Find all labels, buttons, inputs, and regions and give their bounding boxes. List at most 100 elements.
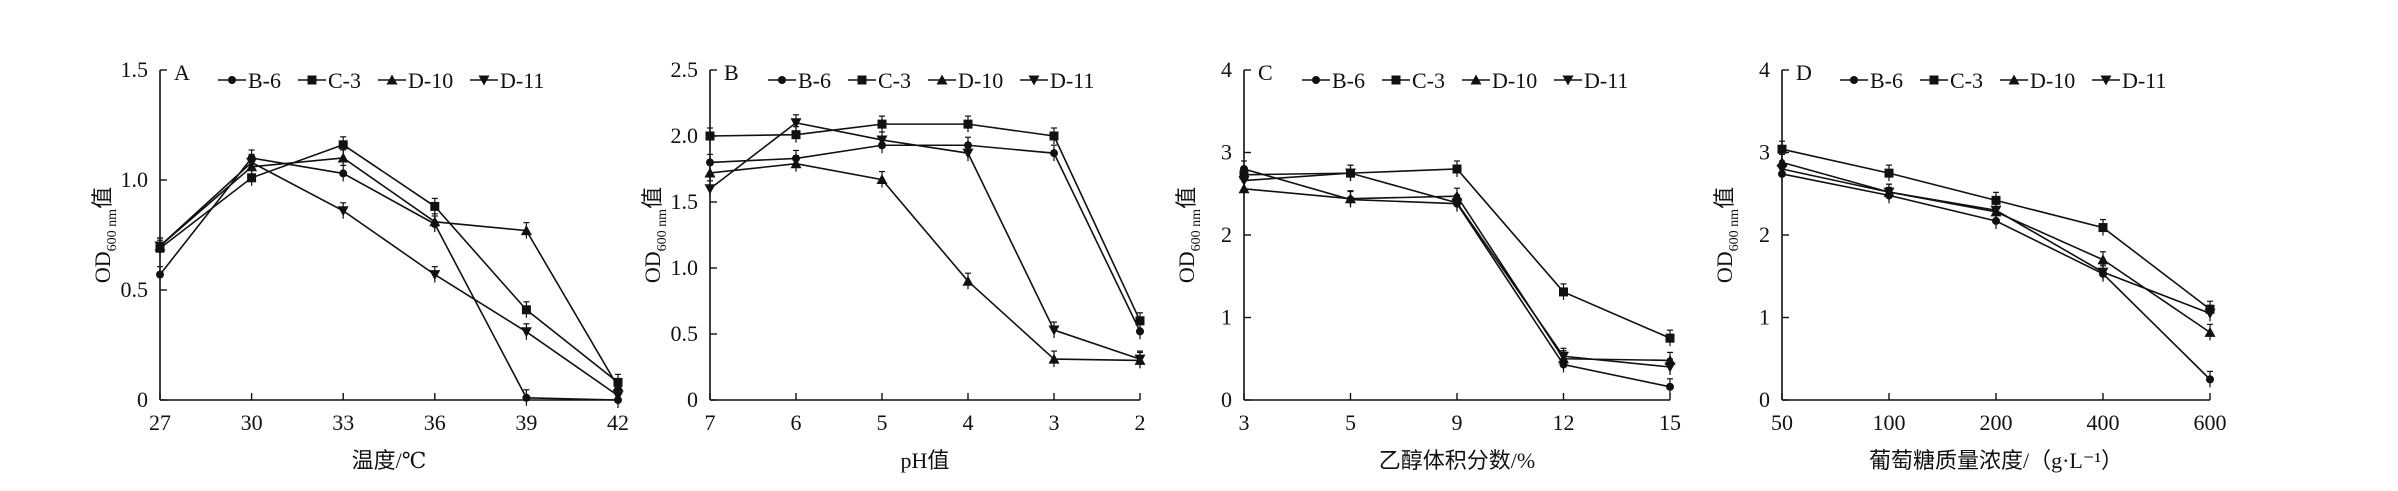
data-point-d-11-marker-triangle-down <box>1990 205 2002 216</box>
legend-swatch-b-6-marker-circle <box>228 76 236 84</box>
y-axis-title-subscript: 600 nm <box>1727 209 1742 252</box>
y-tick-label: 0.5 <box>671 321 699 346</box>
y-tick-label: 4 <box>1221 57 1232 82</box>
series-c-3 <box>705 115 1145 329</box>
x-tick-label: 200 <box>1980 410 2013 435</box>
data-point-b-6-marker-circle <box>1136 327 1144 336</box>
series-line-d-10 <box>159 157 619 388</box>
data-point-b-6-marker-circle <box>1666 382 1674 391</box>
series-c-3 <box>155 136 623 391</box>
data-point-d-11-marker-triangle-down <box>1776 164 1788 175</box>
data-point-d-10-marker-triangle <box>2204 326 2216 337</box>
data-point-d-11-marker-triangle-down <box>704 184 716 195</box>
x-tick-label: 42 <box>607 410 629 435</box>
x-tick-label: 7 <box>705 410 716 435</box>
data-point-c-3-marker-square <box>1665 333 1675 343</box>
series-d-11 <box>704 114 1146 368</box>
series-d-11 <box>1238 164 1676 375</box>
y-tick-label: 3 <box>1221 140 1232 165</box>
panel-letter: A <box>174 60 190 85</box>
data-point-d-10-marker-triangle <box>520 225 532 236</box>
data-point-c-3-marker-square <box>2098 223 2108 233</box>
data-point-d-11-marker-triangle-down <box>520 327 532 338</box>
legend: B-6 C-3 D-10 D-11 <box>768 68 1094 93</box>
series-line-d-10 <box>709 162 1141 362</box>
series-line-d-11 <box>709 121 1141 360</box>
x-tick-label: 4 <box>963 410 974 435</box>
y-tick-label: 2.5 <box>671 57 699 82</box>
legend-label: C-3 <box>328 68 361 93</box>
series-line-d-11 <box>1781 168 2211 315</box>
y-tick-label: 2 <box>1759 222 1770 247</box>
data-point-d-11-marker-triangle-down <box>1048 325 1060 336</box>
legend-swatch-d-10-marker-triangle <box>2008 74 2020 85</box>
data-point-d-10-marker-triangle <box>337 152 349 163</box>
data-point-d-11-marker-triangle-down <box>1451 198 1463 209</box>
legend-swatch-b-6-marker-circle <box>1312 76 1320 84</box>
legend-label: C-3 <box>1950 68 1983 93</box>
data-point-d-10-marker-triangle <box>704 167 716 178</box>
data-point-c-3-marker-square <box>1049 131 1059 141</box>
series-line-c-3 <box>709 123 1141 322</box>
data-point-c-3-marker-square <box>1884 168 1894 178</box>
data-point-d-10-marker-triangle <box>612 381 624 392</box>
series-line-d-10 <box>1781 161 2211 334</box>
data-point-d-10-marker-triangle <box>2097 254 2109 265</box>
y-tick-label: 0 <box>137 387 148 412</box>
data-point-b-6-marker-circle <box>156 270 164 279</box>
data-point-c-3-marker-square <box>877 119 887 129</box>
legend-label: D-10 <box>408 68 453 93</box>
series-line-d-11 <box>159 161 619 397</box>
y-tick-label: 1.5 <box>121 57 149 82</box>
legend-swatch-b-6-marker-circle <box>1850 76 1858 84</box>
data-point-c-3-marker-square <box>338 140 348 150</box>
y-axis-title-suffix: 值 <box>1174 187 1199 209</box>
legend-swatch-d-10-marker-triangle <box>936 74 948 85</box>
data-point-d-11-marker-triangle-down <box>1238 176 1250 187</box>
legend-swatch-d-11-marker-triangle-down <box>2100 75 2112 86</box>
x-tick-label: 600 <box>2194 410 2227 435</box>
y-tick-label: 1 <box>1221 305 1232 330</box>
y-tick-label: 4 <box>1759 57 1770 82</box>
y-tick-label: 1.0 <box>671 255 699 280</box>
legend-label: C-3 <box>878 68 911 93</box>
x-axis-title: 温度/℃ <box>352 448 427 473</box>
y-tick-label: 1 <box>1759 305 1770 330</box>
series-line-b-6 <box>709 144 1141 332</box>
legend-swatch-c-3-marker-square <box>857 75 867 85</box>
data-point-c-3-marker-square <box>1991 195 2001 205</box>
legend-swatch-b-6-marker-circle <box>778 76 786 84</box>
data-point-c-3-marker-square <box>1559 287 1568 297</box>
legend-swatch-d-10-marker-triangle <box>386 74 398 85</box>
legend-swatch-d-11-marker-triangle-down <box>1028 75 1040 86</box>
legend: B-6 C-3 D-10 D-11 <box>1840 68 2166 93</box>
series-b-6 <box>706 136 1144 340</box>
data-point-c-3-marker-square <box>705 131 715 141</box>
data-point-c-3-marker-square <box>430 201 440 211</box>
chart-panel-b: 0 0.5 1.0 1.5 2.0 2.5 7 6 5 4 3 2 pH值 OD600 nm值 B B-6 C-… <box>640 57 1146 473</box>
x-axis-title: 乙醇体积分数/% <box>1379 448 1535 473</box>
legend-label: D-11 <box>1584 68 1628 93</box>
x-tick-label: 6 <box>791 410 802 435</box>
y-tick-label: 0.5 <box>121 277 149 302</box>
data-point-d-10-marker-triangle <box>429 216 441 227</box>
x-tick-label: 100 <box>1873 410 1906 435</box>
data-point-b-6-marker-circle <box>522 393 531 402</box>
panel-letter: B <box>724 60 739 85</box>
data-point-b-6-marker-circle <box>1050 149 1058 158</box>
panel-letter: D <box>1796 60 1812 85</box>
y-axis-title: OD600 nm值 <box>640 187 670 283</box>
data-point-c-3-marker-square <box>1135 316 1145 326</box>
data-point-d-11-marker-triangle-down <box>246 157 258 168</box>
chart-panel-d: 0 1 2 3 4 50 100 200 400 600 葡萄糖质量浓度/（g·L⁻¹） OD600 … <box>1712 57 2227 473</box>
x-tick-label: 5 <box>877 410 888 435</box>
x-tick-label: 27 <box>149 410 171 435</box>
legend-label: D-11 <box>2122 68 2166 93</box>
x-tick-label: 2 <box>1135 410 1146 435</box>
chart-panel-a: 0 0.5 1.0 1.5 27 30 33 36 39 42 温度/℃ OD600 nm值 A B-6 C… <box>90 57 629 473</box>
y-axis-title-suffix: 值 <box>1712 187 1737 209</box>
legend-label: B-6 <box>798 68 831 93</box>
series-line-c-3 <box>159 143 619 384</box>
legend-label: D-11 <box>500 68 544 93</box>
